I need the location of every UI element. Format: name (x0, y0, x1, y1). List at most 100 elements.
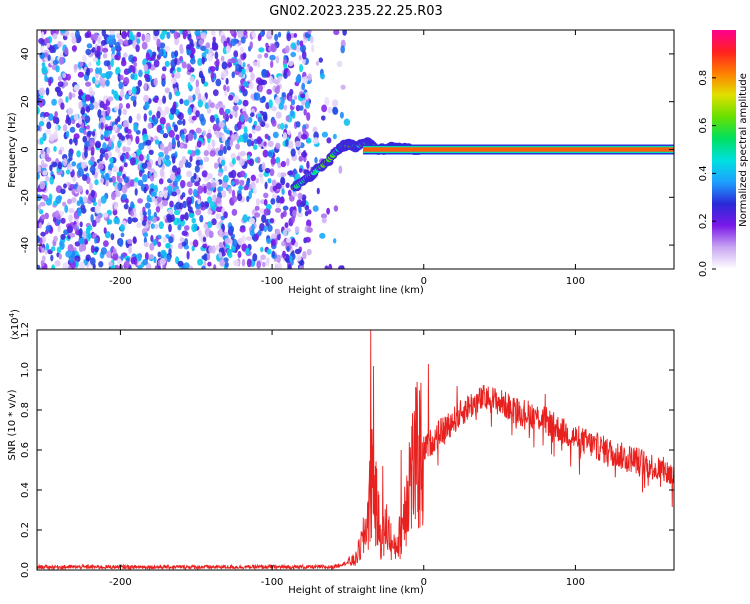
noise-speck (239, 179, 245, 186)
noise-speck (191, 217, 196, 224)
noise-speck (84, 140, 91, 147)
noise-speck (129, 30, 133, 39)
noise-speck (242, 30, 248, 36)
noise-speck (243, 185, 249, 191)
noise-speck (52, 217, 57, 223)
noise-speck (78, 237, 85, 245)
noise-speck (299, 64, 304, 73)
colorbar: 0.0 0.2 0.4 0.6 0.8 Normalized spectral ampl… (698, 30, 749, 277)
noise-speck (130, 95, 137, 102)
noise-speck (236, 193, 243, 202)
noise-speck (78, 244, 84, 253)
noise-speck (245, 247, 250, 256)
noise-speck (57, 81, 64, 88)
noise-speck (141, 41, 148, 50)
noise-speck (38, 99, 44, 108)
noise-speck (54, 111, 58, 118)
noise-speck (209, 66, 216, 72)
noise-speck (230, 58, 237, 63)
noise-speck (62, 72, 67, 79)
noise-speck (192, 94, 196, 101)
noise-speck (144, 33, 151, 43)
noise-speck (77, 167, 85, 177)
noise-speck (283, 63, 288, 70)
noise-speck (183, 99, 190, 106)
noise-speck (294, 226, 300, 234)
noise-speck (289, 88, 294, 96)
noise-speck (136, 38, 141, 44)
noise-speck (105, 115, 112, 121)
noise-speck (257, 229, 262, 237)
noise-speck (249, 229, 255, 237)
noise-speck (124, 126, 129, 133)
noise-speck (218, 228, 223, 237)
noise-speck (169, 30, 176, 34)
noise-speck (314, 156, 318, 164)
noise-speck (66, 225, 74, 234)
noise-speck (95, 67, 100, 75)
noise-speck (162, 79, 166, 87)
noise-speck (112, 38, 117, 45)
noise-speck (119, 89, 125, 98)
noise-speck (186, 170, 193, 178)
noise-speck (267, 140, 274, 148)
noise-speck (78, 91, 84, 96)
noise-speck (37, 264, 41, 269)
tone-core (363, 147, 674, 152)
noise-speck (196, 148, 200, 154)
noise-speck (143, 82, 148, 91)
noise-speck (246, 195, 250, 203)
y-tick-label: -40 (20, 237, 31, 253)
noise-speck (218, 121, 225, 128)
noise-speck (143, 113, 147, 122)
noise-speck (292, 192, 298, 197)
noise-speck (143, 73, 150, 79)
noise-speck (136, 31, 142, 38)
noise-speck (253, 120, 258, 126)
noise-speck (271, 119, 277, 127)
noise-speck (45, 198, 53, 206)
noise-speck (270, 157, 277, 165)
noise-speck (59, 240, 63, 247)
noise-speck (45, 87, 50, 96)
noise-speck (229, 30, 235, 35)
noise-speck (278, 197, 285, 204)
noise-speck (169, 173, 176, 181)
noise-speck (249, 41, 253, 50)
noise-speck (104, 173, 110, 181)
noise-speck (304, 210, 309, 217)
noise-speck (226, 85, 230, 93)
noise-speck (67, 198, 72, 205)
noise-speck (327, 106, 333, 114)
noise-speck (49, 164, 53, 172)
noise-speck (255, 177, 259, 184)
noise-speck (130, 73, 135, 80)
noise-speck (184, 225, 190, 231)
noise-speck (240, 85, 246, 93)
noise-speck (274, 263, 279, 269)
noise-speck (169, 200, 174, 208)
noise-speck (187, 132, 194, 142)
noise-speck (298, 55, 302, 61)
noise-speck (326, 137, 332, 144)
noise-speck (51, 264, 56, 269)
noise-speck (151, 196, 156, 203)
noise-speck (181, 156, 187, 164)
noise-speck (73, 224, 78, 232)
noise-speck (64, 46, 69, 56)
noise-speck (89, 96, 95, 104)
noise-speck (207, 143, 212, 152)
noise-speck (127, 216, 133, 225)
noise-speck (224, 237, 231, 245)
snr-scale-label: (x104) (8, 309, 21, 340)
noise-speck (116, 171, 123, 177)
noise-speck (40, 45, 44, 52)
noise-speck (117, 115, 121, 123)
noise-speck (254, 212, 261, 218)
noise-speck (109, 30, 115, 36)
noise-speck (286, 32, 292, 42)
noise-speck (80, 106, 86, 116)
noise-speck (119, 74, 124, 81)
noise-speck (265, 257, 270, 267)
noise-speck (103, 240, 109, 248)
